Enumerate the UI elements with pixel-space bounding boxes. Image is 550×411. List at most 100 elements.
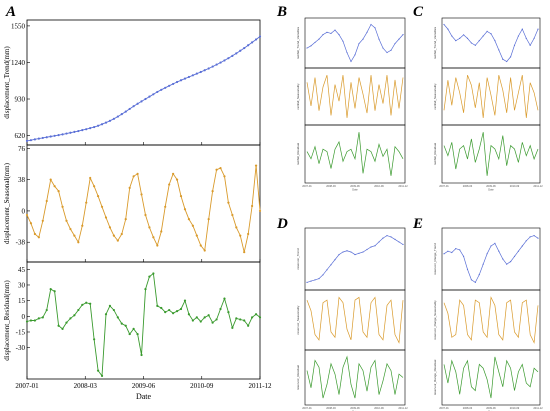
panel-d-trend-point bbox=[394, 238, 396, 241]
panel-e-x-tick-label: 2007-01 bbox=[439, 406, 449, 410]
panel-a-xlabel: Date bbox=[136, 392, 152, 401]
panel-a-trend-point bbox=[33, 138, 36, 141]
y-tick-label: 0 bbox=[22, 207, 26, 215]
panel-a-seasonal-point bbox=[199, 244, 202, 247]
panel-a-residual-point bbox=[140, 353, 143, 357]
panel-a-residual-point bbox=[33, 319, 36, 322]
panel-a-residual-point bbox=[100, 374, 104, 377]
panel-d-residual-ylabel: reservoir_Residual bbox=[296, 365, 300, 390]
panel-e-trend-point bbox=[513, 255, 516, 258]
panel-a-trend-point bbox=[164, 86, 167, 89]
panel-b-trend-point bbox=[386, 51, 388, 54]
panel-a-seasonal-point bbox=[247, 232, 250, 236]
panel-a-seasonal-point bbox=[33, 232, 36, 236]
panel-c-x-tick-label: 2009-06 bbox=[486, 184, 496, 188]
panel-a-seasonal-point bbox=[116, 239, 119, 242]
panel-d-xlabel: Date bbox=[352, 410, 358, 411]
panel-d-seasonal-line bbox=[306, 296, 404, 344]
panel-e-seasonal-ylabel: reservoir_Range_Seasonality bbox=[433, 300, 437, 340]
panel-a-trend-point bbox=[116, 115, 119, 118]
panel-a-seasonal-point bbox=[37, 236, 40, 239]
panel-d-trend-point bbox=[314, 279, 316, 281]
panel-a-trend-point bbox=[108, 119, 112, 122]
panel-a-residual-point bbox=[235, 317, 238, 320]
panel-a-seasonal-point bbox=[132, 175, 135, 178]
panel-a-seasonal-point bbox=[152, 236, 155, 239]
panel-a-seasonal-point bbox=[124, 218, 127, 221]
panel-a-seasonal-point bbox=[239, 234, 242, 237]
panel-c-trend-point bbox=[533, 37, 535, 39]
panel-a-residual-point bbox=[175, 309, 179, 313]
panel-a-trend-point bbox=[258, 35, 262, 38]
panel-a-trend-point bbox=[187, 75, 191, 79]
panel-a-residual-point bbox=[104, 313, 108, 316]
panel-c-x-tick-label: 2010-09 bbox=[510, 184, 520, 188]
panel-a-seasonal-point bbox=[227, 201, 230, 204]
panel-a-seasonal-point bbox=[140, 193, 143, 196]
panel-a-residual-point bbox=[61, 327, 64, 330]
panel-a-trend-point bbox=[254, 38, 258, 41]
panel-a-trend-point bbox=[235, 52, 238, 55]
panel-a-residual-point bbox=[191, 319, 194, 322]
panel-e-residual-subplot: reservoir_Range_Residual bbox=[433, 349, 541, 406]
panel-a-residual-point bbox=[112, 308, 115, 312]
panel-a-trend-point bbox=[61, 133, 64, 136]
panel-c-trend-frame bbox=[441, 17, 541, 69]
panel-d-trend-line bbox=[306, 235, 404, 283]
panel-c-trend-point bbox=[498, 49, 500, 51]
panel-a-residual-line bbox=[26, 272, 261, 378]
panel-label-b: B bbox=[276, 4, 287, 20]
panel-a-residual-point bbox=[120, 322, 123, 325]
panel-a-seasonal-point bbox=[29, 222, 33, 225]
panel-b-trend-point bbox=[314, 41, 316, 44]
panel-d-trend-point bbox=[370, 246, 372, 248]
panel-e-trend-point bbox=[498, 250, 500, 252]
panel-e-trend-point bbox=[537, 237, 539, 239]
panel-a-trend-point bbox=[172, 82, 175, 86]
panel-c-trend-point bbox=[529, 44, 531, 46]
panel-a-residual-point bbox=[41, 316, 44, 319]
panel-a-seasonal-point bbox=[251, 204, 254, 208]
panel-a-trend-point bbox=[247, 44, 250, 47]
panel-a-x-tick-label: 2008-03 bbox=[74, 382, 98, 390]
panel-a-seasonal-ylabel: displacement_Seasonal(mm) bbox=[3, 162, 11, 244]
panel-e-trend-point bbox=[447, 250, 449, 252]
panel-c-trend-point bbox=[443, 23, 445, 26]
panel-c-trend-point bbox=[521, 28, 523, 30]
panel-a-seasonal-point bbox=[168, 183, 171, 186]
panel-a-seasonal-point bbox=[45, 199, 48, 203]
panel-c-trend-point bbox=[509, 56, 512, 58]
panel-e-residual-line bbox=[443, 356, 539, 399]
panel-b-x-tick-label: 2010-09 bbox=[374, 184, 384, 188]
panel-a-trend-point bbox=[215, 63, 218, 66]
panel-a-seasonal-line bbox=[26, 165, 261, 253]
panel-a-trend-point bbox=[53, 134, 56, 137]
panel-label-a: A bbox=[5, 4, 16, 20]
panel-d-trend-point bbox=[318, 277, 320, 280]
panel-a-residual-point bbox=[219, 307, 222, 311]
panel-a-trend-point bbox=[144, 97, 147, 101]
panel-a-seasonal-point bbox=[254, 164, 258, 167]
panel-a-trend-point bbox=[96, 124, 100, 127]
panel-d-trend-point bbox=[362, 251, 364, 253]
panel-a-seasonal-point bbox=[96, 194, 100, 198]
panel-b-seasonal-line bbox=[306, 74, 404, 118]
panel-b-trend-line bbox=[306, 23, 404, 63]
panel-b-x-tick-label: 2008-03 bbox=[326, 184, 336, 188]
panel-a-residual-point bbox=[49, 288, 52, 291]
panel-e-trend-point bbox=[478, 273, 480, 276]
panel-a-residual-point bbox=[168, 308, 171, 312]
panel-a-seasonal-point bbox=[57, 190, 60, 193]
panel-a-seasonal-point bbox=[191, 224, 194, 227]
panel-a-seasonal-point bbox=[77, 241, 80, 244]
y-tick-label: 38 bbox=[18, 176, 26, 184]
panel-a-seasonal-point bbox=[73, 234, 76, 237]
panel-a-trend-point bbox=[49, 135, 52, 138]
panel-a-trend-point bbox=[179, 79, 183, 82]
panel-d-trend-point bbox=[334, 259, 336, 261]
panel-b-trend-point bbox=[358, 42, 360, 45]
panel-b-trend-point bbox=[402, 33, 404, 36]
panel-a-trend-point bbox=[37, 137, 40, 140]
panel-c-residual-line bbox=[443, 132, 539, 176]
panel-b-residual-frame bbox=[304, 124, 406, 184]
